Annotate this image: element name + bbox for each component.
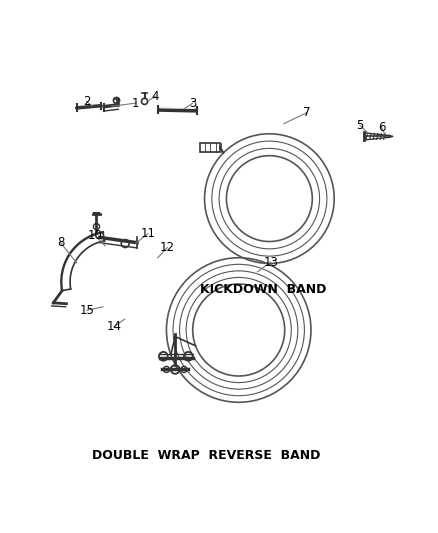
Text: 11: 11: [141, 227, 155, 240]
Text: 13: 13: [263, 256, 278, 269]
Text: DOUBLE  WRAP  REVERSE  BAND: DOUBLE WRAP REVERSE BAND: [92, 449, 320, 462]
Text: 5: 5: [357, 119, 364, 132]
Bar: [200, 143, 220, 152]
Text: 6: 6: [378, 120, 385, 134]
Text: 8: 8: [57, 236, 64, 249]
Text: 3: 3: [189, 96, 196, 110]
Text: 4: 4: [152, 90, 159, 103]
Text: 12: 12: [160, 241, 175, 254]
Text: 10: 10: [88, 229, 103, 243]
Text: KICKDOWN  BAND: KICKDOWN BAND: [200, 283, 326, 296]
Text: 1: 1: [132, 96, 140, 110]
Text: 7: 7: [303, 106, 311, 119]
Text: 14: 14: [106, 320, 121, 334]
Text: 2: 2: [83, 95, 91, 108]
Text: 15: 15: [79, 304, 94, 317]
